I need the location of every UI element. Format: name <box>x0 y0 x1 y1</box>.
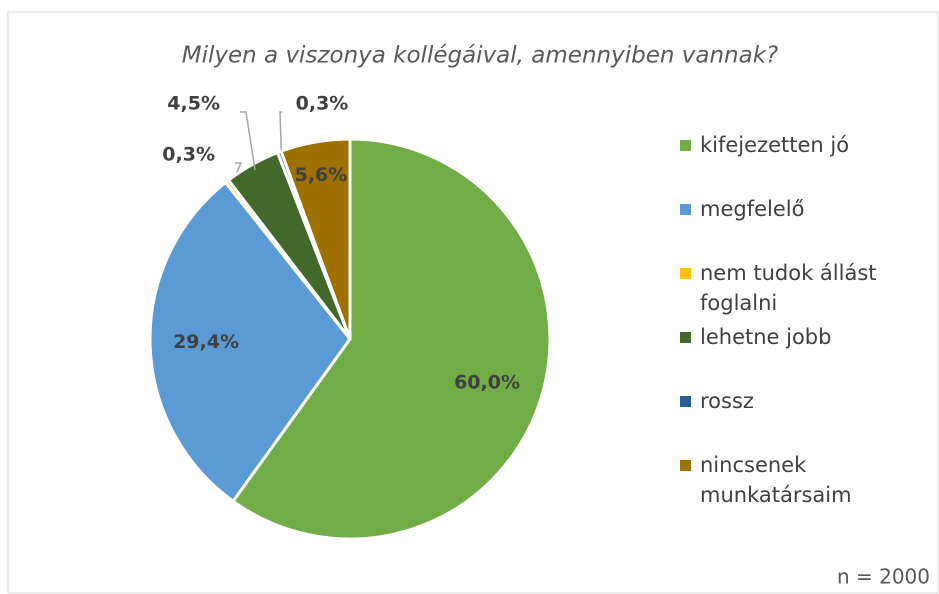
leader-line <box>240 111 256 170</box>
legend-swatch <box>680 268 691 279</box>
legend-label: nem tudok állást foglalni <box>700 261 877 315</box>
annotation: n = 2000 <box>837 565 930 589</box>
legend-label: megfelelő <box>700 197 805 221</box>
legend-swatch <box>680 460 691 471</box>
legend-label: lehetne jobb <box>700 325 832 349</box>
chart-title: Milyen a viszonya kollégáival, amennyibe… <box>182 43 778 69</box>
value-label: 29,4% <box>173 331 239 353</box>
legend-entry: lehetne jobb <box>680 322 920 386</box>
legend-swatch <box>680 140 691 151</box>
pie-slice <box>230 137 552 541</box>
legend-swatch <box>680 332 691 343</box>
pie-slice <box>279 137 352 340</box>
legend-swatch <box>680 204 691 215</box>
legend-label: nincsenek munkatársaim <box>700 453 852 507</box>
legend-entry: kifejezetten jó <box>680 130 920 194</box>
value-label: 60,0% <box>454 372 520 394</box>
legend-label: rossz <box>700 389 754 413</box>
legend-entry: rossz <box>680 386 920 450</box>
value-label: 0,3% <box>162 144 215 166</box>
legend-label: kifejezetten jó <box>700 133 850 157</box>
legend-entry: megfelelő <box>680 194 920 258</box>
legend-entry: nincsenek munkatársaim <box>680 450 920 514</box>
pie-slice <box>148 180 352 504</box>
legend: kifejezetten jó megfelelő nem tudok állást… <box>680 130 920 514</box>
legend-swatch <box>680 396 691 407</box>
legend-entry: nem tudok állást foglalni <box>680 258 920 322</box>
value-label: 4,5% <box>167 93 220 115</box>
value-label: 0,3% <box>296 93 349 115</box>
value-label: 5,6% <box>295 164 348 186</box>
leader-line <box>279 111 283 158</box>
